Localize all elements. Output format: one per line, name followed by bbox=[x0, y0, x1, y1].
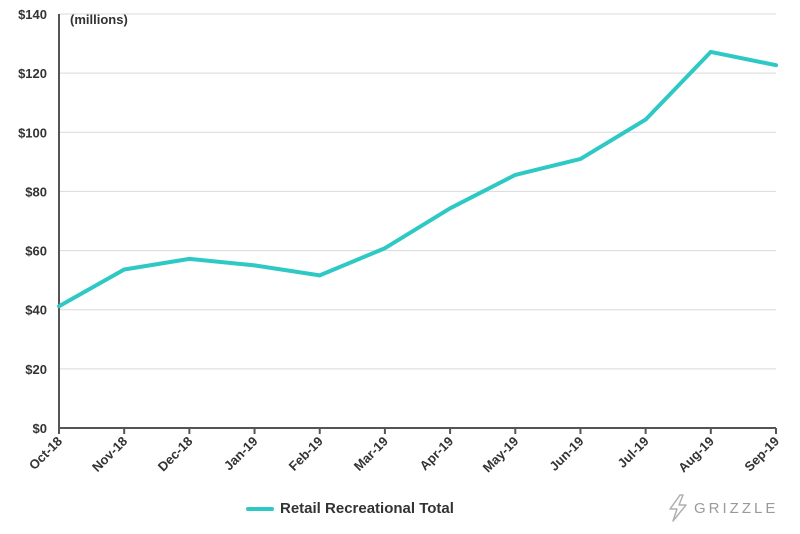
x-tick-label: Jan-19 bbox=[221, 434, 261, 474]
series-line bbox=[57, 49, 778, 309]
x-tick-label: Aug-19 bbox=[675, 434, 717, 476]
x-tick-label: Nov-18 bbox=[89, 434, 130, 475]
x-tick-label: Apr-19 bbox=[416, 434, 456, 474]
data-point bbox=[252, 263, 257, 268]
unit-note: (millions) bbox=[70, 12, 128, 27]
x-axis-ticks: Oct-18 Nov-18 Dec-18 Jan-19 Feb-19 Mar-19 Apr-… bbox=[26, 428, 782, 475]
grizzle-logo-icon bbox=[669, 494, 687, 522]
x-tick-label: Feb-19 bbox=[286, 434, 326, 474]
x-tick-label: May-19 bbox=[480, 434, 522, 476]
y-tick-label: $120 bbox=[18, 66, 47, 81]
x-tick-label: Sep-19 bbox=[741, 434, 782, 475]
data-point bbox=[317, 273, 322, 278]
grizzle-logo: GRIZZLE bbox=[666, 494, 778, 522]
y-tick-label: $20 bbox=[25, 362, 47, 377]
data-point bbox=[122, 267, 126, 272]
legend-swatch bbox=[246, 506, 274, 511]
data-point bbox=[57, 304, 61, 308]
x-tick-label: Oct-18 bbox=[26, 434, 65, 473]
data-point bbox=[187, 257, 192, 261]
data-point bbox=[643, 117, 648, 122]
y-tick-label: $0 bbox=[33, 421, 47, 436]
data-point bbox=[513, 173, 518, 177]
y-axis-ticks: $0 $20 $40 $60 $80 $100 $120 $140 bbox=[18, 7, 47, 436]
logo-text: GRIZZLE bbox=[694, 499, 779, 517]
data-point bbox=[383, 246, 387, 251]
series-layer bbox=[57, 49, 778, 309]
data-point bbox=[448, 206, 452, 211]
x-tick-label: Mar-19 bbox=[351, 434, 391, 474]
gridlines bbox=[59, 13, 776, 370]
y-tick-label: $100 bbox=[18, 125, 47, 140]
x-tick-label: Dec-18 bbox=[155, 434, 196, 475]
x-tick-label: Jun-19 bbox=[546, 434, 586, 474]
y-tick-label: $140 bbox=[18, 7, 47, 22]
y-tick-label: $60 bbox=[25, 244, 47, 259]
y-tick-label: $40 bbox=[25, 303, 47, 318]
data-point bbox=[774, 63, 778, 67]
data-point bbox=[578, 157, 583, 161]
legend-label: Retail Recreational Total bbox=[280, 500, 454, 517]
data-point bbox=[709, 50, 713, 54]
y-tick-label: $80 bbox=[25, 184, 47, 199]
legend: Retail Recreational Total bbox=[246, 500, 454, 517]
x-tick-label: Jul-19 bbox=[615, 434, 652, 471]
